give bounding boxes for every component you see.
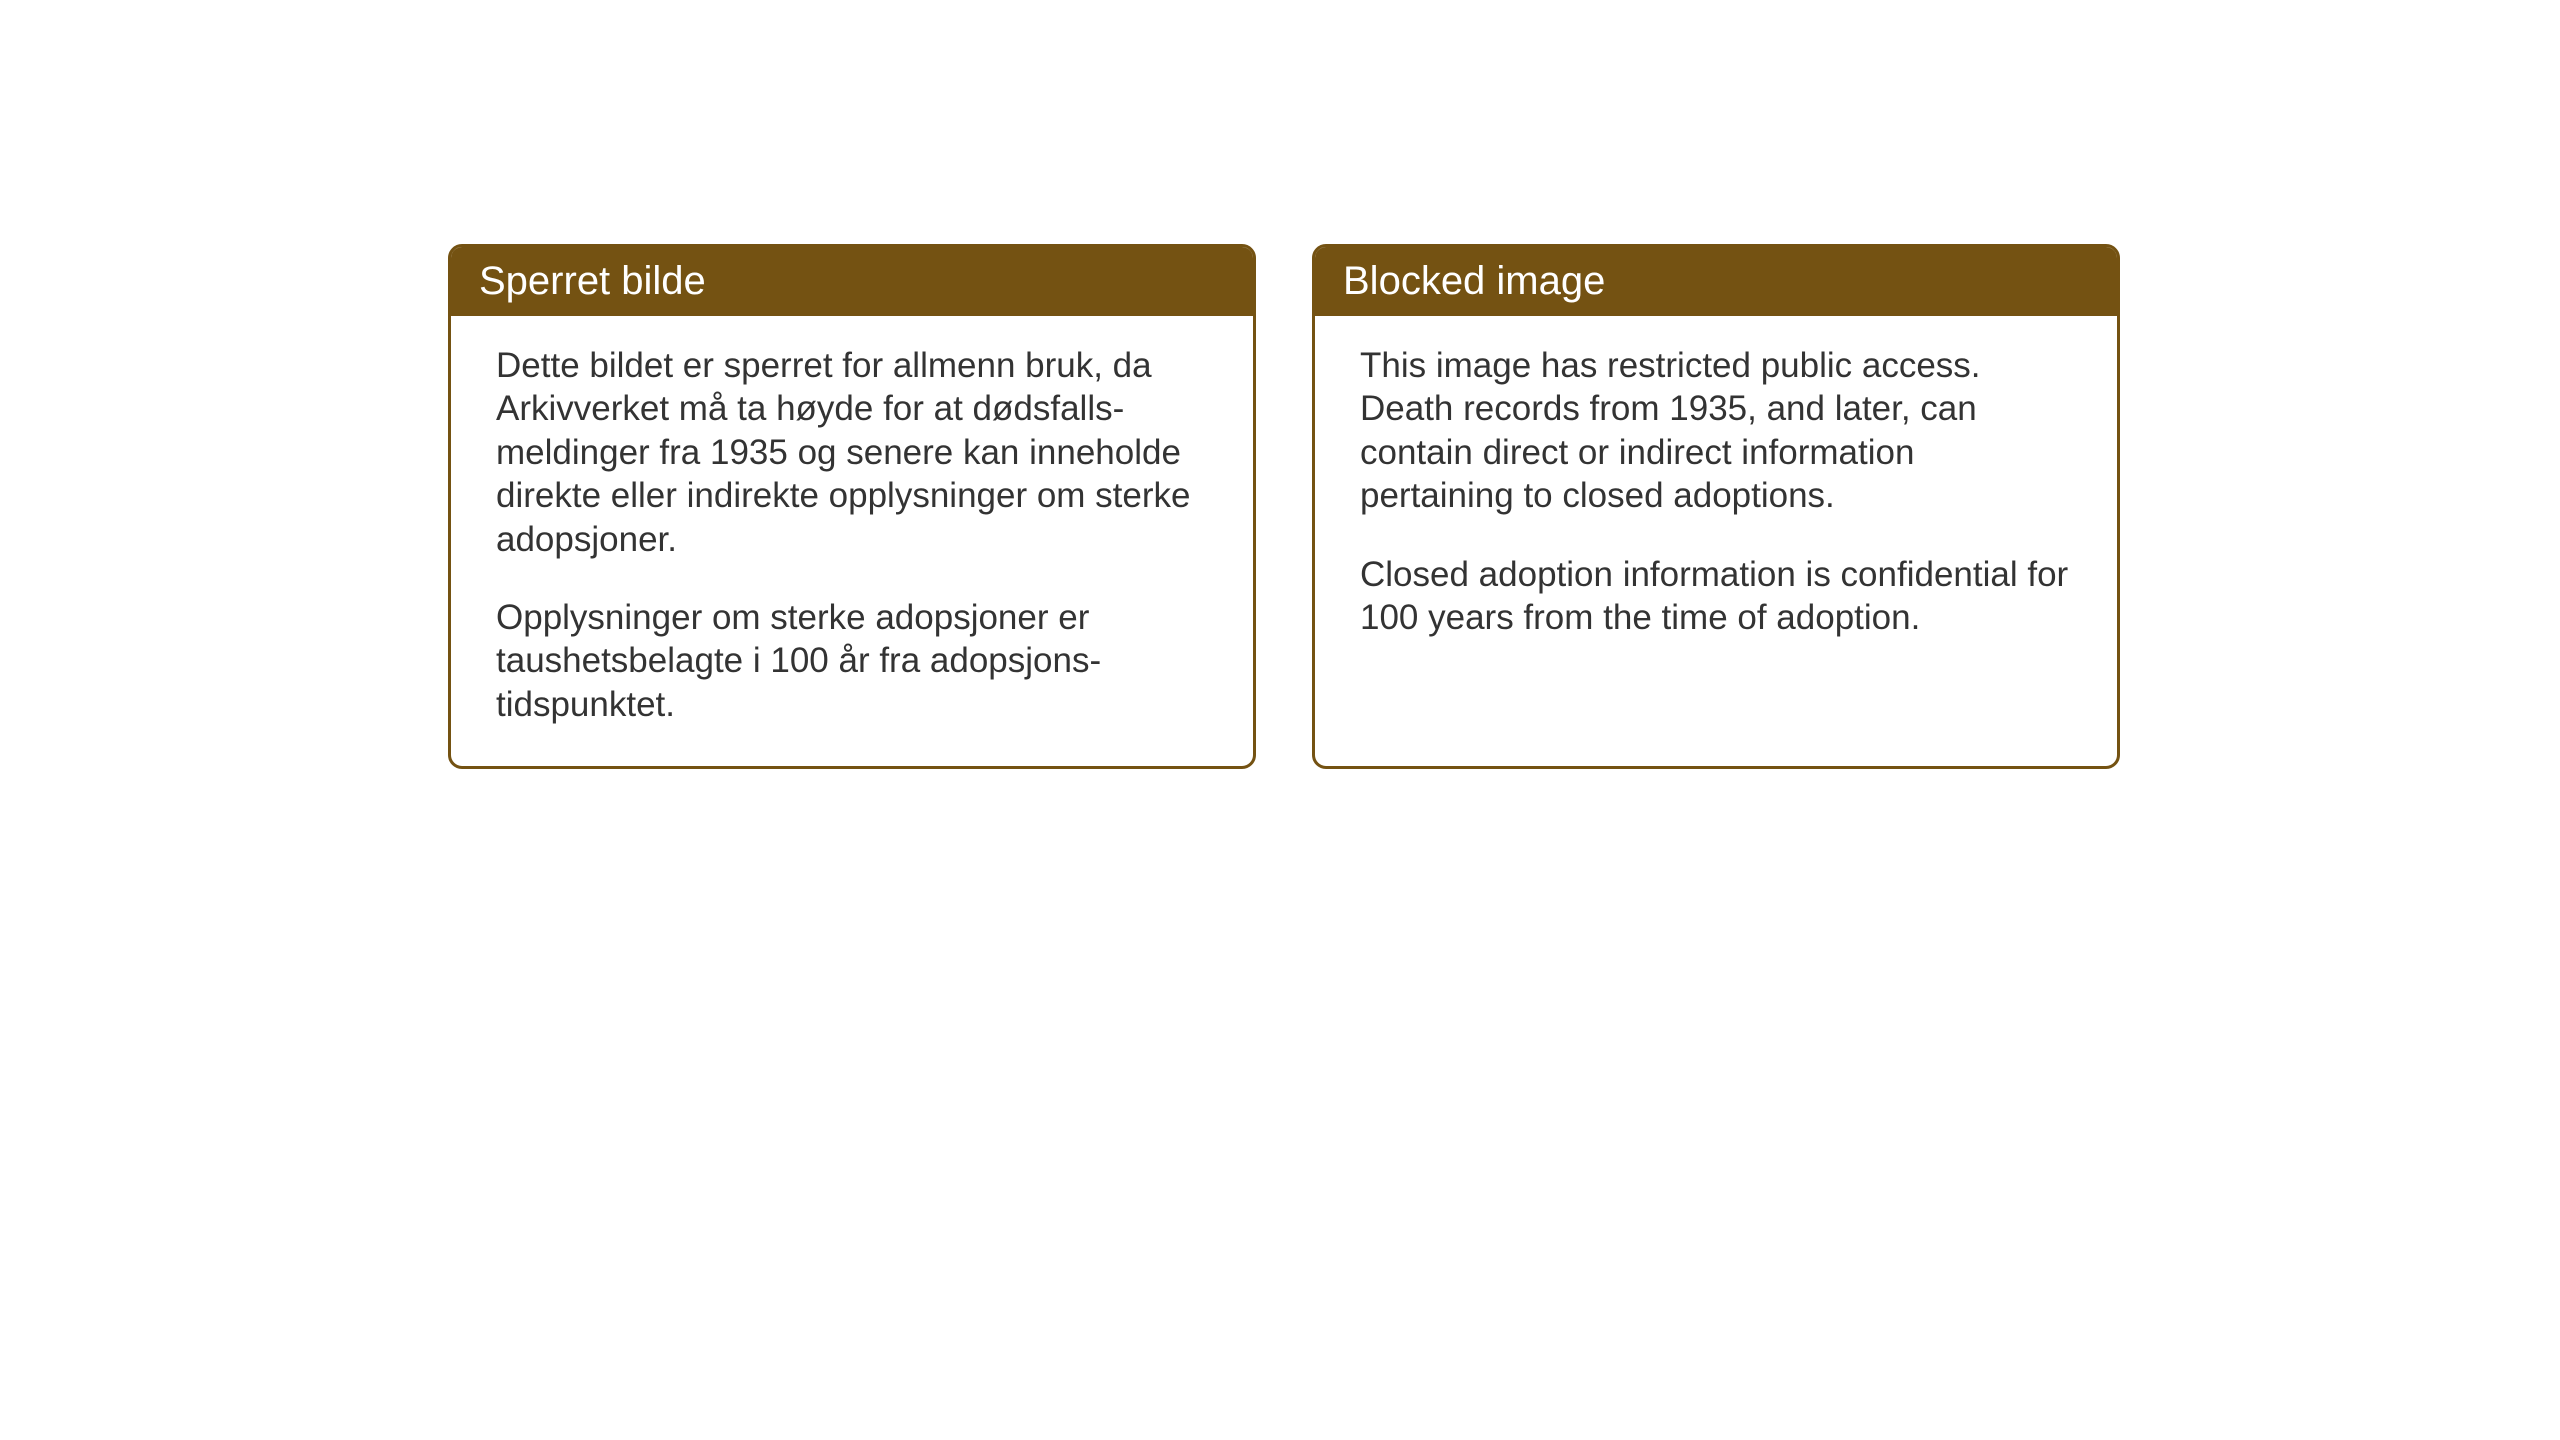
notice-container: Sperret bilde Dette bildet er sperret fo… <box>448 244 2120 769</box>
norwegian-paragraph-2: Opplysninger om sterke adopsjoner er tau… <box>496 596 1208 726</box>
norwegian-card-title: Sperret bilde <box>479 259 706 303</box>
english-card-body: This image has restricted public access.… <box>1315 316 2117 679</box>
english-paragraph-1: This image has restricted public access.… <box>1360 344 2072 518</box>
norwegian-card-body: Dette bildet er sperret for allmenn bruk… <box>451 316 1253 766</box>
english-paragraph-2: Closed adoption information is confident… <box>1360 553 2072 640</box>
english-card-header: Blocked image <box>1315 247 2117 316</box>
english-notice-card: Blocked image This image has restricted … <box>1312 244 2120 769</box>
norwegian-notice-card: Sperret bilde Dette bildet er sperret fo… <box>448 244 1256 769</box>
norwegian-card-header: Sperret bilde <box>451 247 1253 316</box>
english-card-title: Blocked image <box>1343 259 1605 303</box>
norwegian-paragraph-1: Dette bildet er sperret for allmenn bruk… <box>496 344 1208 561</box>
